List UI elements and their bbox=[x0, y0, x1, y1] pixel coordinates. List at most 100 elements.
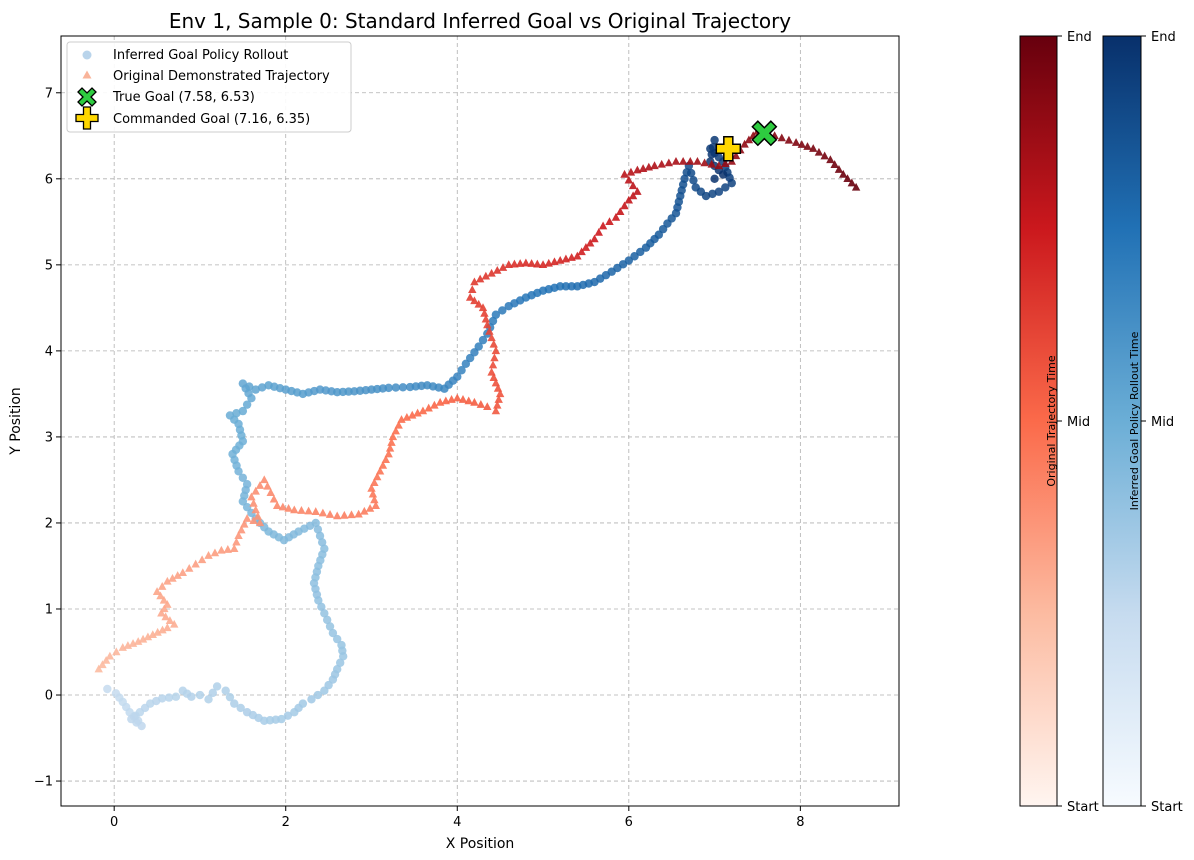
trajectory-point bbox=[370, 478, 379, 487]
rollout-point bbox=[624, 256, 634, 265]
rollout-point bbox=[689, 176, 698, 185]
trajectory-point bbox=[686, 157, 695, 165]
trajectory-point bbox=[470, 277, 479, 286]
rollout-point bbox=[251, 385, 260, 394]
trajectory-point bbox=[814, 147, 824, 156]
rollout-point bbox=[718, 170, 728, 179]
plot-frame bbox=[60, 35, 900, 807]
trajectory-point bbox=[693, 157, 702, 165]
y-tick-label: 1 bbox=[45, 602, 53, 617]
trajectory-point bbox=[624, 175, 634, 184]
chart-title: Env 1, Sample 0: Standard Inferred Goal … bbox=[169, 9, 791, 33]
trajectory-point bbox=[204, 551, 213, 559]
rollout-point bbox=[491, 310, 501, 319]
y-tick-label: 7 bbox=[45, 86, 53, 101]
rollout-point bbox=[332, 665, 342, 674]
trajectory-point bbox=[628, 181, 638, 190]
trajectory-point bbox=[510, 259, 519, 268]
trajectory-point bbox=[402, 412, 412, 421]
trajectory-point bbox=[159, 595, 169, 604]
trajectory-point bbox=[598, 221, 608, 230]
trajectory-point bbox=[340, 510, 349, 519]
x-tick-label: 8 bbox=[796, 815, 804, 830]
rollout-point bbox=[680, 174, 689, 184]
rollout-point bbox=[457, 366, 466, 375]
trajectory-point bbox=[123, 641, 133, 649]
trajectory-point bbox=[851, 182, 861, 191]
trajectory-point bbox=[394, 420, 403, 429]
trajectory-point bbox=[163, 623, 172, 632]
trajectory-point bbox=[480, 309, 489, 317]
rollout-point bbox=[453, 372, 462, 381]
trajectory-point bbox=[173, 571, 182, 579]
trajectory-point bbox=[493, 400, 502, 409]
trajectory-point bbox=[464, 396, 473, 405]
trajectory-point bbox=[664, 158, 674, 167]
rollout-point bbox=[313, 525, 323, 534]
legend-label-commanded-goal: Commanded Goal (7.16, 6.35) bbox=[113, 112, 310, 127]
rollout-point bbox=[708, 143, 718, 152]
trajectory-point bbox=[581, 243, 591, 251]
trajectory-point bbox=[616, 207, 625, 215]
rollout-point bbox=[710, 135, 719, 145]
rollout-point bbox=[245, 382, 254, 391]
trajectory-point bbox=[161, 612, 170, 621]
trajectory-point bbox=[573, 251, 582, 260]
trajectory-point bbox=[470, 397, 479, 406]
rollout-point bbox=[103, 684, 112, 694]
rollout-point bbox=[710, 174, 719, 184]
legend-box bbox=[66, 41, 352, 133]
trajectory-point bbox=[223, 545, 233, 553]
trajectory-point bbox=[156, 591, 165, 600]
trajectory-point bbox=[249, 516, 258, 524]
trajectory-point bbox=[744, 135, 754, 144]
rollout-point bbox=[187, 692, 196, 701]
legend-true-goal-icon bbox=[77, 87, 97, 107]
trajectory-point bbox=[367, 483, 376, 492]
trajectory-point bbox=[478, 303, 488, 312]
legend-label-true-goal: True Goal (7.58, 6.53) bbox=[112, 90, 255, 105]
trajectory-point bbox=[491, 406, 501, 415]
trajectory-point bbox=[458, 395, 468, 403]
rollout-point bbox=[238, 473, 248, 482]
colorbar-original-label: Original Trajectory Time bbox=[1045, 355, 1058, 487]
trajectory-point bbox=[157, 608, 166, 617]
trajectory-point bbox=[234, 531, 243, 540]
rollout-point bbox=[721, 183, 730, 192]
rollout-point bbox=[474, 342, 483, 351]
trajectory-point bbox=[533, 259, 542, 268]
trajectory-point bbox=[624, 195, 634, 204]
trajectory-point bbox=[504, 260, 513, 269]
trajectory-point bbox=[620, 169, 629, 178]
trajectory-point bbox=[408, 410, 417, 419]
trajectory-point bbox=[491, 378, 501, 387]
trajectory-point bbox=[178, 568, 187, 577]
trajectory-point bbox=[678, 157, 688, 165]
rollout-point bbox=[307, 695, 316, 704]
rollout-point bbox=[317, 538, 327, 547]
trajectory-point bbox=[368, 489, 378, 498]
trajectory-point bbox=[839, 169, 848, 178]
rollout-point bbox=[630, 252, 639, 261]
rollout-point bbox=[478, 335, 488, 345]
trajectory-point bbox=[94, 664, 103, 673]
trajectory-point bbox=[453, 393, 462, 402]
rollout-point bbox=[701, 191, 711, 201]
trajectory-point bbox=[489, 373, 498, 381]
trajectory-point bbox=[318, 508, 328, 517]
rollout-point bbox=[465, 353, 475, 363]
rollout-point bbox=[320, 609, 329, 618]
trajectory-point bbox=[347, 510, 356, 519]
rollout-point bbox=[636, 247, 645, 257]
colorbar-original-tick-label-end: End bbox=[1067, 30, 1092, 45]
x-tick-label: 4 bbox=[453, 815, 461, 830]
trajectory-point bbox=[809, 144, 818, 152]
series-original bbox=[94, 126, 861, 673]
trajectory-point bbox=[263, 481, 272, 490]
trajectory-point bbox=[791, 138, 801, 146]
rollout-point bbox=[242, 502, 252, 512]
trajectory-point bbox=[272, 501, 282, 509]
trajectory-point bbox=[495, 389, 505, 398]
colorbar-original: End Mid Start Original Trajectory Time bbox=[1019, 30, 1099, 815]
